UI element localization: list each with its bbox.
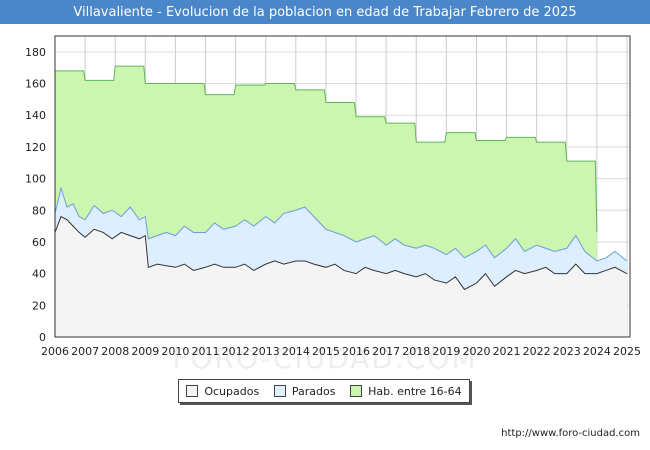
x-tick-label-2018: 2018 — [402, 345, 430, 358]
x-tick-label-2014: 2014 — [282, 345, 310, 358]
x-tick-label-2017: 2017 — [372, 345, 400, 358]
series-line-parados — [54, 186, 628, 262]
x-tick-label-2010: 2010 — [161, 345, 189, 358]
series-line-ocupados — [54, 215, 628, 291]
y-tick-label-40: 40 — [32, 268, 46, 281]
x-tick-label-2011: 2011 — [192, 345, 220, 358]
x-tick-label-2022: 2022 — [523, 345, 551, 358]
y-tick-label-120: 120 — [25, 141, 46, 154]
y-tick-label-140: 140 — [25, 109, 46, 122]
source-url[interactable]: http://www.foro-ciudad.com — [501, 428, 640, 439]
x-tick-label-2015: 2015 — [312, 345, 340, 358]
x-tick-label-2020: 2020 — [462, 345, 490, 358]
series-line-hab — [55, 65, 598, 233]
watermark-text: FORO-CIUDAD.COM — [172, 342, 478, 375]
y-tick-label-180: 180 — [25, 46, 46, 59]
y-tick-label-80: 80 — [32, 204, 46, 217]
legend-swatch-parados — [273, 385, 286, 397]
legend-swatch-hab — [350, 385, 363, 397]
y-tick-label-100: 100 — [25, 173, 46, 186]
legend-item-hab: Hab. entre 16-64 — [350, 385, 462, 398]
x-tick-label-2023: 2023 — [553, 345, 581, 358]
x-tick-label-2025: 2025 — [613, 345, 641, 358]
x-tick-label-2013: 2013 — [252, 345, 280, 358]
legend-swatch-ocupados — [186, 385, 199, 397]
legend-item-ocupados: Ocupados — [186, 385, 259, 398]
x-tick-label-2008: 2008 — [101, 345, 129, 358]
x-tick-label-2007: 2007 — [71, 345, 99, 358]
legend-item-parados: Parados — [273, 384, 336, 398]
x-tick-label-2021: 2021 — [493, 345, 521, 358]
y-tick-label-60: 60 — [32, 236, 46, 249]
y-tick-label-0: 0 — [39, 331, 46, 344]
x-tick-label-2006: 2006 — [41, 345, 69, 358]
y-tick-label-160: 160 — [25, 78, 46, 91]
x-tick-label-2009: 2009 — [131, 345, 159, 358]
x-tick-label-2019: 2019 — [432, 345, 460, 358]
chart-title: Villavaliente - Evolucion de la poblacio… — [0, 0, 650, 24]
chart-legend: Ocupados Parados Hab. entre 16-64 — [178, 379, 470, 403]
legend-label-parados: Parados — [291, 384, 336, 398]
series-area-ocupados — [55, 216, 627, 337]
x-tick-label-2012: 2012 — [222, 345, 250, 358]
plot-border — [54, 35, 631, 338]
legend-label-hab: Hab. entre 16-64 — [368, 384, 462, 398]
y-tick-label-20: 20 — [32, 299, 46, 312]
legend-label-ocupados: Ocupados — [204, 384, 260, 398]
x-tick-label-2016: 2016 — [342, 345, 370, 358]
x-tick-label-2024: 2024 — [583, 345, 611, 358]
